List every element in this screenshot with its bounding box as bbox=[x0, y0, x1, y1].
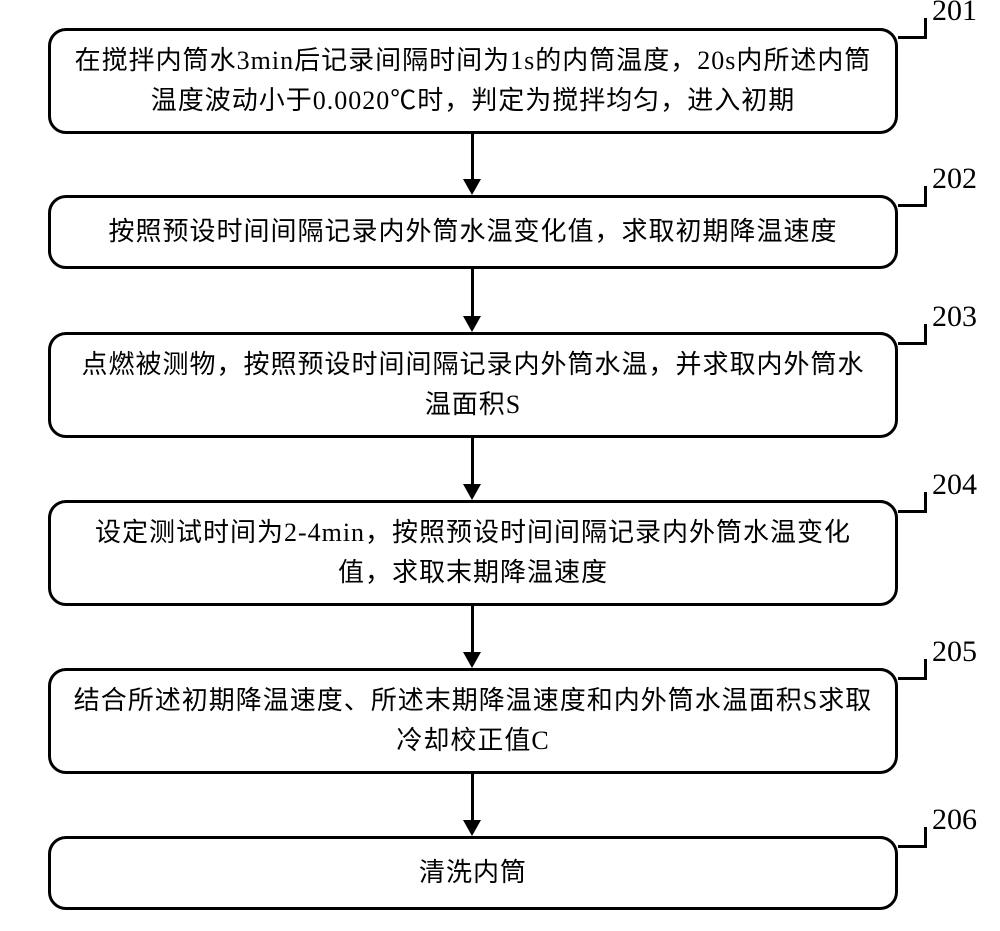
step-text-206: 清洗内筒 bbox=[419, 853, 527, 893]
arrow-head-2 bbox=[463, 316, 481, 332]
step-label-201: 201 bbox=[932, 0, 977, 28]
arrow-head-4 bbox=[463, 652, 481, 668]
step-text-205: 结合所述初期降温速度、所述末期降温速度和内外筒水温面积S求取冷却校正值C bbox=[71, 681, 875, 762]
step-label-202: 202 bbox=[932, 162, 977, 196]
lead-line-203 bbox=[898, 342, 926, 345]
arrow-head-1 bbox=[463, 179, 481, 195]
lead-up-205 bbox=[924, 659, 927, 680]
step-text-201: 在搅拌内筒水3min后记录间隔时间为1s的内筒温度，20s内所述内筒温度波动小于… bbox=[71, 41, 875, 122]
arrow-head-5 bbox=[463, 820, 481, 836]
arrow-line-4 bbox=[471, 606, 474, 652]
step-label-203: 203 bbox=[932, 300, 977, 334]
step-box-206: 清洗内筒 bbox=[48, 836, 898, 910]
step-text-203: 点燃被测物，按照预设时间间隔记录内外筒水温，并求取内外筒水温面积S bbox=[71, 345, 875, 426]
step-box-204: 设定测试时间为2-4min，按照预设时间间隔记录内外筒水温变化值，求取末期降温速… bbox=[48, 500, 898, 606]
step-label-205: 205 bbox=[932, 635, 977, 669]
lead-line-204 bbox=[898, 510, 926, 513]
step-label-206: 206 bbox=[932, 803, 977, 837]
arrow-line-2 bbox=[471, 269, 474, 316]
lead-up-201 bbox=[924, 18, 927, 39]
step-text-202: 按照预设时间间隔记录内外筒水温变化值，求取初期降温速度 bbox=[108, 212, 837, 252]
lead-up-202 bbox=[924, 186, 927, 207]
step-text-204: 设定测试时间为2-4min，按照预设时间间隔记录内外筒水温变化值，求取末期降温速… bbox=[71, 513, 875, 594]
step-box-201: 在搅拌内筒水3min后记录间隔时间为1s的内筒温度，20s内所述内筒温度波动小于… bbox=[48, 28, 898, 134]
lead-line-206 bbox=[898, 845, 926, 848]
step-box-205: 结合所述初期降温速度、所述末期降温速度和内外筒水温面积S求取冷却校正值C bbox=[48, 668, 898, 774]
flowchart-canvas: 在搅拌内筒水3min后记录间隔时间为1s的内筒温度，20s内所述内筒温度波动小于… bbox=[0, 0, 1000, 931]
lead-up-203 bbox=[924, 324, 927, 345]
lead-line-202 bbox=[898, 204, 926, 207]
step-box-203: 点燃被测物，按照预设时间间隔记录内外筒水温，并求取内外筒水温面积S bbox=[48, 332, 898, 438]
step-label-204: 204 bbox=[932, 468, 977, 502]
arrow-line-3 bbox=[471, 438, 474, 484]
arrow-line-1 bbox=[471, 134, 474, 179]
arrow-head-3 bbox=[463, 484, 481, 500]
arrow-line-5 bbox=[471, 774, 474, 820]
lead-up-206 bbox=[924, 827, 927, 848]
lead-line-205 bbox=[898, 677, 926, 680]
lead-line-201 bbox=[898, 36, 926, 39]
step-box-202: 按照预设时间间隔记录内外筒水温变化值，求取初期降温速度 bbox=[48, 195, 898, 269]
lead-up-204 bbox=[924, 492, 927, 513]
